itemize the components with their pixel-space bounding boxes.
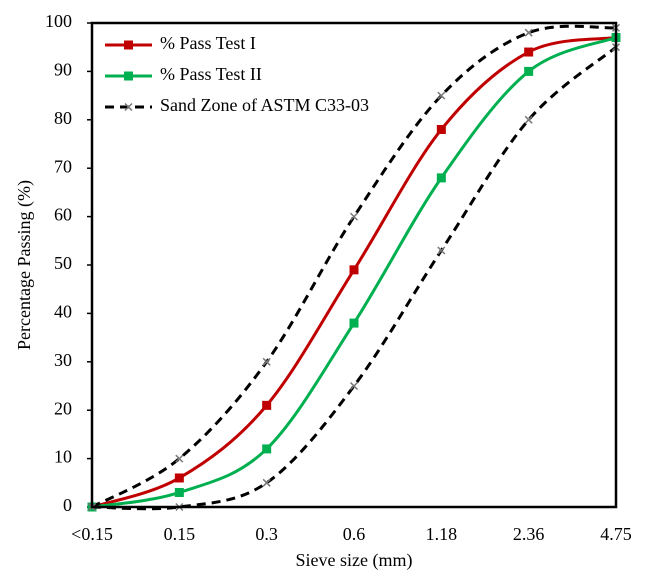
point (175, 454, 184, 463)
x-tick-label: 1.18 (426, 524, 458, 544)
point (436, 173, 446, 183)
y-axis-title: Percentage Passing (%) (14, 180, 35, 350)
x-tick-label: 0.15 (164, 524, 196, 544)
y-tick-label: 80 (54, 108, 72, 128)
legend-item: % Pass Test I (105, 33, 256, 53)
x-tick-label: 0.3 (255, 524, 278, 544)
y-tick-label: 20 (54, 398, 72, 418)
point (349, 381, 359, 391)
point (262, 478, 271, 487)
point (524, 28, 533, 37)
series-line (91, 46, 617, 511)
point (524, 47, 534, 57)
y-tick-label: 100 (45, 11, 72, 31)
y-tick-label: 30 (54, 350, 72, 370)
legend-marker (124, 71, 133, 81)
x-tick-label: 0.6 (343, 524, 366, 544)
x-tick-label: 2.36 (513, 524, 545, 544)
legend-marker (124, 40, 133, 50)
point (524, 115, 533, 124)
y-tick-label: 10 (54, 447, 72, 467)
series-line (91, 24, 617, 509)
legend-label: Sand Zone of ASTM C33-03 (160, 95, 369, 115)
y-tick-label: 40 (54, 302, 72, 322)
y-tick-label: 90 (54, 60, 72, 80)
legend-label: % Pass Test I (160, 33, 256, 53)
point (262, 357, 271, 366)
y-tick-label: 50 (54, 253, 72, 273)
point (349, 318, 359, 328)
point (349, 212, 359, 221)
legend-label: % Pass Test II (160, 64, 262, 84)
point (437, 246, 446, 255)
x-tick-label: <0.15 (71, 524, 113, 544)
legend-marker (124, 102, 133, 112)
point (437, 91, 446, 100)
legend-item: % Pass Test II (105, 64, 262, 84)
point (349, 265, 359, 275)
plot-border (90, 21, 618, 509)
y-tick-label: 0 (63, 495, 72, 515)
point (436, 124, 446, 134)
x-axis-title: Sieve size (mm) (296, 550, 413, 571)
point (174, 487, 184, 497)
point (262, 444, 272, 454)
legend-item: Sand Zone of ASTM C33-03 (105, 95, 369, 115)
y-tick-label: 70 (54, 156, 72, 176)
y-tick-label: 60 (54, 205, 72, 225)
x-tick-label: 4.75 (600, 524, 632, 544)
point (174, 473, 184, 483)
point (524, 66, 534, 76)
point (262, 400, 272, 410)
